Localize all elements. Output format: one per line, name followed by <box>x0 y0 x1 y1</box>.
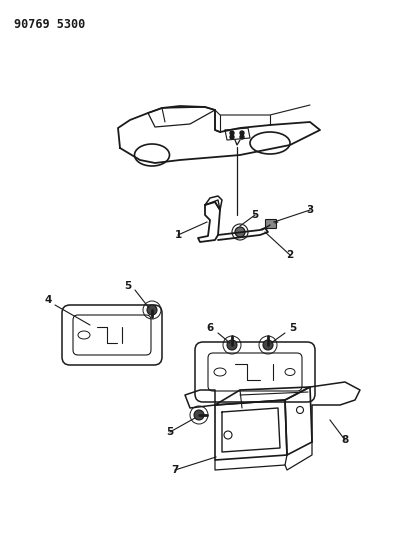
Circle shape <box>263 340 273 350</box>
Text: 6: 6 <box>206 323 214 333</box>
Text: 4: 4 <box>44 295 52 305</box>
Text: 5: 5 <box>166 427 174 437</box>
Circle shape <box>227 340 237 350</box>
Circle shape <box>240 135 244 139</box>
Circle shape <box>230 131 234 135</box>
Text: 2: 2 <box>286 250 294 260</box>
Text: 7: 7 <box>171 465 179 475</box>
Text: 90769 5300: 90769 5300 <box>14 18 85 31</box>
Circle shape <box>230 135 234 139</box>
Text: 5: 5 <box>124 281 132 291</box>
Text: 5: 5 <box>251 210 259 220</box>
Circle shape <box>194 410 204 420</box>
Text: 3: 3 <box>306 205 314 215</box>
Circle shape <box>147 305 157 315</box>
Text: 1: 1 <box>174 230 182 240</box>
Text: 5: 5 <box>289 323 297 333</box>
Text: 8: 8 <box>341 435 348 445</box>
FancyBboxPatch shape <box>266 220 277 229</box>
Circle shape <box>240 131 244 135</box>
Circle shape <box>235 227 245 237</box>
